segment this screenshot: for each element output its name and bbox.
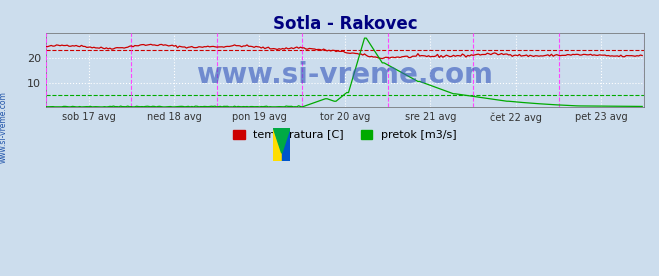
Text: www.si-vreme.com: www.si-vreme.com: [0, 91, 8, 163]
Text: www.si-vreme.com: www.si-vreme.com: [196, 61, 494, 89]
Polygon shape: [273, 128, 290, 153]
Title: Sotla - Rakovec: Sotla - Rakovec: [273, 15, 417, 33]
Bar: [273, 128, 282, 161]
Legend: temperatura [C], pretok [m3/s]: temperatura [C], pretok [m3/s]: [229, 126, 461, 145]
Bar: [282, 128, 290, 161]
